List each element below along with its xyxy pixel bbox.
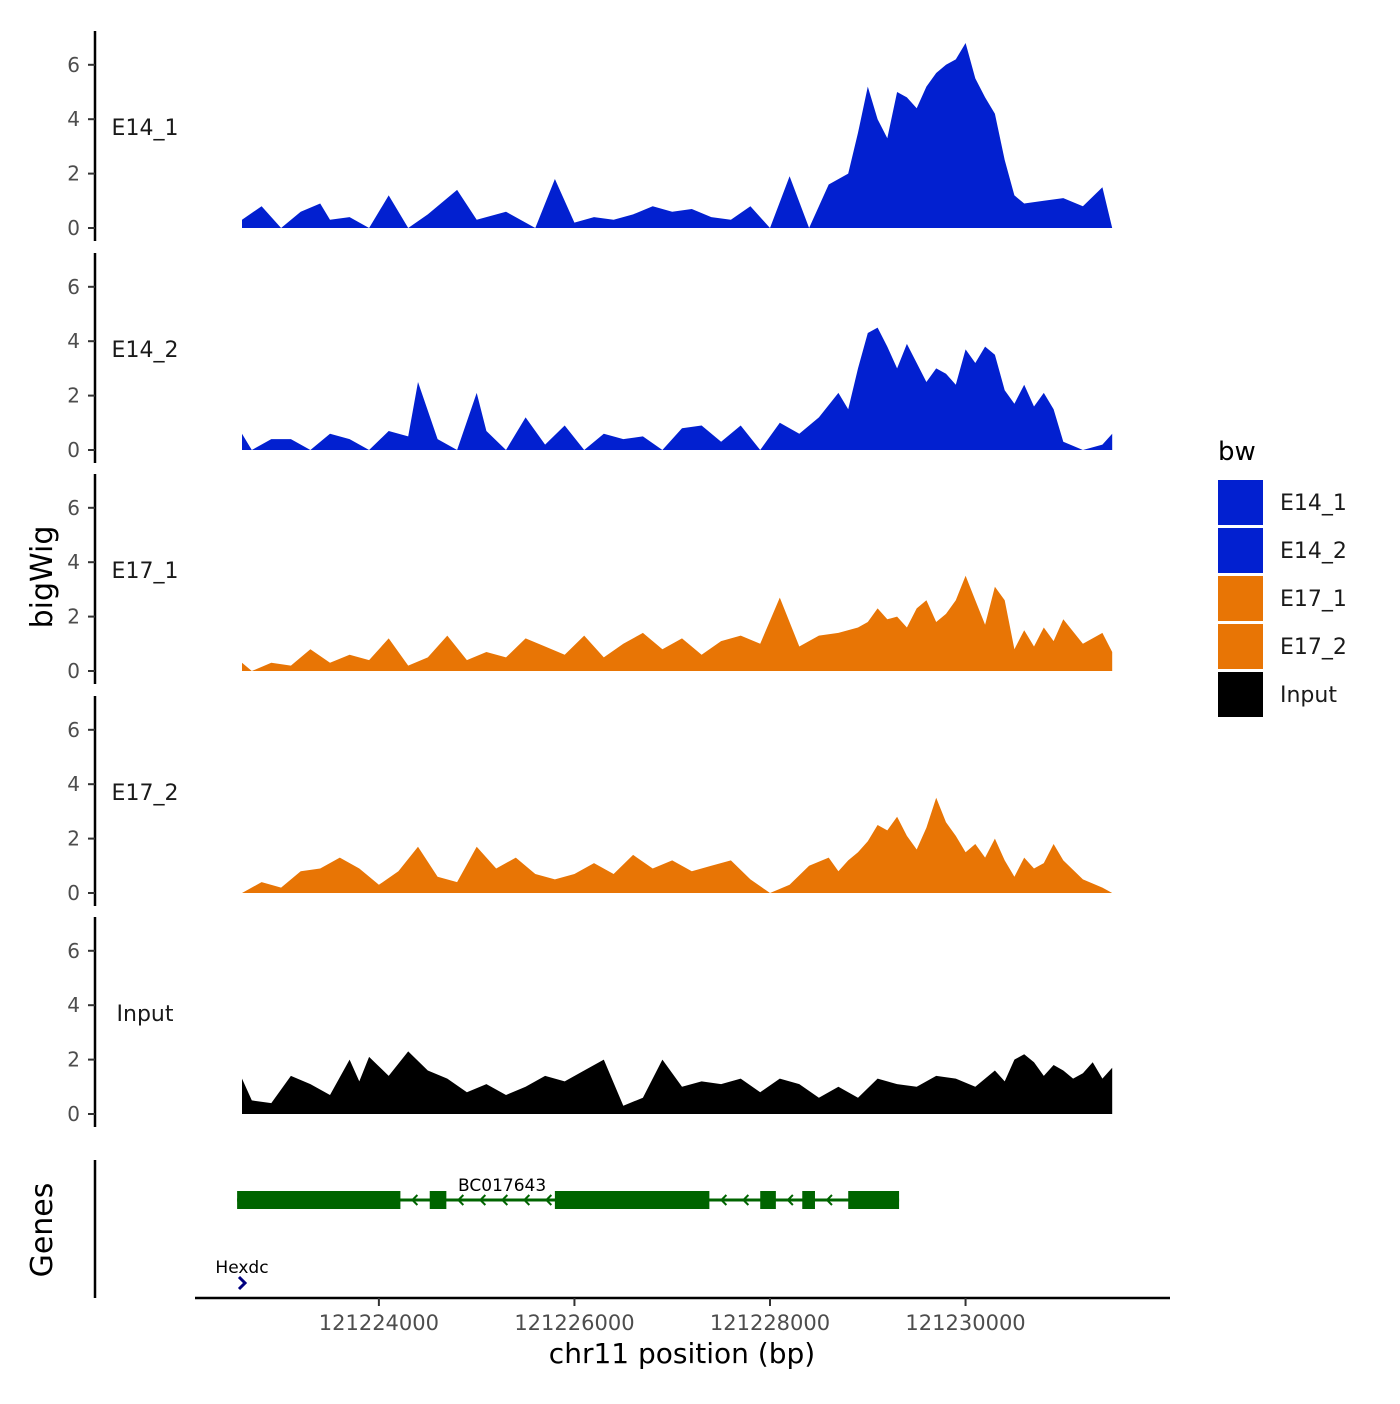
x-tick-label: 121226000	[514, 1311, 634, 1335]
genes-track: BC017643 Hexdc	[93, 1160, 900, 1298]
signal-panels: 0 2 4 6 E14_1 0 2 4 6 E14_2 0 2 4 6 E17_1 0 2 4 6 E17_2 0 2 4 6…	[67, 31, 1113, 1127]
gene-exon	[802, 1191, 815, 1209]
legend-item: E17_1	[1218, 576, 1347, 621]
legend-swatch	[1218, 624, 1263, 669]
strand-arrow	[522, 1194, 531, 1206]
area-e17_2	[242, 797, 1113, 893]
legend-label: E14_2	[1280, 539, 1347, 564]
x-axis-title: chr11 position (bp)	[549, 1337, 815, 1370]
y-tick-label: 2	[67, 827, 80, 851]
strand-arrow	[500, 1194, 509, 1206]
gene-strand-arrow	[237, 1275, 248, 1291]
strand-arrow	[410, 1194, 419, 1206]
x-axis: 121224000 121226000 121228000 121230000	[195, 1296, 1170, 1335]
x-tick-label: 121230000	[905, 1311, 1025, 1335]
strand-arrow	[544, 1194, 553, 1206]
y-tick-label: 4	[67, 329, 80, 353]
legend-item: E14_1	[1218, 480, 1347, 525]
y-tick-label: 6	[67, 496, 80, 520]
panel-e17_1: 0 2 4 6 E17_1	[67, 474, 1113, 684]
strand-arrow	[786, 1194, 794, 1206]
y-tick-label: 4	[67, 550, 80, 574]
legend-item: E14_2	[1218, 528, 1347, 573]
strand-arrow	[825, 1194, 833, 1206]
panel-input: 0 2 4 6 Input	[67, 917, 1113, 1127]
legend-label: E17_2	[1280, 635, 1347, 660]
panel-e17_2: 0 2 4 6 E17_2	[67, 696, 1113, 906]
legend-title: bw	[1218, 437, 1256, 467]
y-tick-label: 6	[67, 939, 80, 963]
strand-arrow	[478, 1194, 487, 1206]
y-tick-label: 4	[67, 107, 80, 131]
legend-swatch	[1218, 576, 1263, 621]
panel-label: E14_2	[112, 338, 179, 363]
legend-label: E14_1	[1280, 491, 1347, 516]
y-tick-label: 0	[67, 438, 80, 462]
y-tick-label: 6	[67, 718, 80, 742]
strand-arrow	[456, 1194, 465, 1206]
gene-exon	[237, 1191, 401, 1209]
y-tick-label: 0	[67, 216, 80, 240]
x-tick-label: 121224000	[319, 1311, 439, 1335]
legend-item: E17_2	[1218, 624, 1347, 669]
panel-e14_2: 0 2 4 6 E14_2	[67, 253, 1113, 463]
legend-swatch	[1218, 672, 1263, 717]
area-e17_1	[242, 575, 1113, 671]
panel-e14_1: 0 2 4 6 E14_1	[67, 31, 1113, 241]
y-tick-label: 6	[67, 53, 80, 77]
legend-swatch	[1218, 480, 1263, 525]
y-tick-label: 0	[67, 1102, 80, 1126]
panel-label: E14_1	[112, 116, 179, 141]
y-tick-label: 6	[67, 275, 80, 299]
gene-label: BC017643	[458, 1176, 546, 1196]
x-tick-label: 121228000	[710, 1311, 830, 1335]
legend-swatch	[1218, 528, 1263, 573]
y-axis-title: bigWig	[25, 526, 60, 629]
gene-exon	[554, 1191, 710, 1209]
y-tick-label: 2	[67, 384, 80, 408]
y-tick-label: 2	[67, 605, 80, 629]
gene-exon	[760, 1191, 776, 1209]
y-tick-label: 4	[67, 772, 80, 796]
gene-bc017643: BC017643	[237, 1176, 900, 1209]
strand-arrow	[719, 1194, 728, 1206]
y-tick-label: 4	[67, 993, 80, 1017]
area-e14_2	[242, 327, 1113, 450]
legend: bw E14_1 E14_2 E17_1 E17_2 Input	[1218, 437, 1347, 717]
area-e14_1	[242, 43, 1113, 228]
gene-exon	[429, 1191, 447, 1209]
legend-item: Input	[1218, 672, 1337, 717]
panel-label: E17_1	[112, 559, 179, 584]
y-tick-label: 0	[67, 659, 80, 683]
gene-label: Hexdc	[215, 1258, 268, 1278]
legend-label: Input	[1280, 683, 1337, 708]
panel-label: Input	[117, 1002, 174, 1027]
panel-label: E17_2	[112, 781, 179, 806]
y-tick-label: 0	[67, 881, 80, 905]
strand-arrow	[741, 1194, 750, 1206]
area-input	[242, 1051, 1113, 1114]
gene-exon	[848, 1191, 900, 1209]
y-tick-label: 2	[67, 162, 80, 186]
y-tick-label: 2	[67, 1048, 80, 1072]
genes-track-title: Genes	[25, 1183, 60, 1278]
gene-hexdc: Hexdc	[215, 1258, 269, 1291]
legend-label: E17_1	[1280, 587, 1347, 612]
